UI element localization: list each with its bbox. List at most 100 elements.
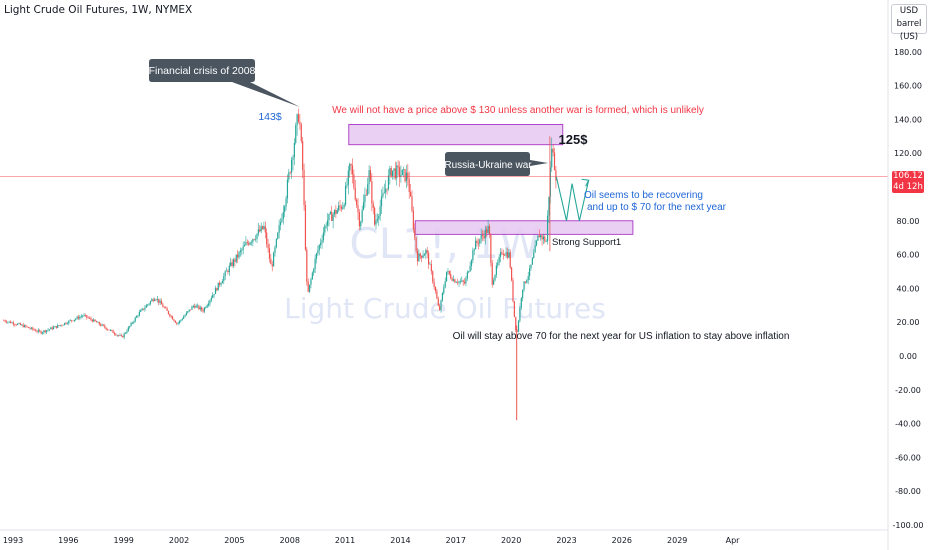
war-label: Russia-Ukraine war: [444, 160, 532, 171]
candle-body: [68, 320, 70, 324]
candle-body: [396, 165, 398, 179]
candle-body: [98, 321, 100, 325]
candle-body: [524, 281, 527, 283]
candle-body: [415, 237, 417, 251]
candle-body: [273, 252, 275, 267]
candle-body: [439, 305, 441, 310]
candle-body: [387, 175, 390, 190]
candle-body: [44, 330, 46, 333]
candle-body: [105, 327, 107, 330]
candle-body: [59, 325, 62, 326]
candle-body: [19, 323, 21, 325]
candle-body: [55, 326, 57, 328]
candle-body: [454, 279, 456, 283]
candle-body: [484, 229, 486, 239]
candle-body: [429, 264, 431, 265]
candle-body: [427, 252, 430, 265]
candle-body: [279, 221, 282, 226]
price-axis[interactable]: 180.00160.00140.00120.00100.0080.0060.00…: [893, 48, 924, 530]
candle-body: [531, 258, 533, 265]
candle-body: [541, 235, 543, 240]
candle-body: [473, 249, 475, 251]
candle-body: [546, 215, 549, 242]
crisis-callout[interactable]: Financial crisis of 2008: [149, 59, 300, 107]
candle-body: [374, 207, 376, 225]
candle-body: [194, 305, 196, 308]
candle-body: [533, 252, 535, 259]
bar-countdown: 4d 12h: [893, 182, 923, 192]
candle-body: [293, 142, 295, 158]
candle-body: [463, 281, 466, 284]
level-125-label: 125$: [559, 132, 589, 147]
candle-body: [184, 315, 186, 317]
candle-body: [529, 268, 531, 277]
candle-body: [285, 198, 287, 207]
candle-body: [365, 194, 367, 196]
candle-body: [509, 252, 511, 268]
candle-body: [421, 255, 423, 258]
candle-body: [52, 327, 55, 330]
candle-body: [118, 335, 120, 336]
candle-body: [15, 324, 17, 326]
candle-body: [214, 288, 217, 295]
candle-body: [304, 205, 307, 250]
x-tick-label: 2005: [224, 536, 244, 545]
candle-body: [14, 324, 16, 326]
candle-body: [357, 205, 359, 213]
candle-body: [271, 264, 273, 267]
recovery-line-2: and up to $ 70 for the next year: [587, 202, 727, 213]
candle-body: [112, 330, 114, 334]
candle-body: [136, 316, 138, 318]
candle-body: [555, 170, 557, 181]
candle-body: [347, 170, 349, 185]
candle-body: [451, 278, 453, 281]
last-price-tag: 106.12 4d 12h: [892, 171, 924, 193]
candle-body: [225, 270, 228, 272]
candle-body: [288, 172, 290, 180]
candle-body: [26, 326, 28, 328]
time-axis[interactable]: 1993 1996 1999 2002 2005 2008 2011 2014 2017 2020…: [3, 536, 740, 545]
unit-selector[interactable]: USD barrel (US): [891, 4, 927, 42]
last-price: 106.12: [893, 171, 923, 181]
candle-body: [376, 219, 378, 221]
candle-body: [534, 245, 536, 253]
candle-body: [519, 307, 521, 321]
candle-body: [252, 239, 254, 242]
candle-body: [501, 252, 503, 254]
candle-body: [495, 265, 497, 275]
candle-body: [263, 226, 265, 229]
candle-body: [527, 276, 529, 280]
candle-body: [84, 315, 87, 316]
candle-body: [196, 305, 199, 307]
candle-body: [48, 329, 51, 330]
candle-body: [154, 299, 156, 301]
candle-body: [227, 270, 229, 273]
candle-body: [353, 174, 355, 188]
candle-body: [416, 250, 419, 262]
war-callout[interactable]: Russia-Ukraine war: [444, 152, 548, 176]
candle-body: [65, 322, 67, 324]
candle-body: [10, 321, 12, 324]
candle-body: [144, 307, 146, 310]
candle-body: [148, 303, 150, 305]
candle-body: [234, 259, 236, 262]
candle-body: [72, 320, 74, 322]
candle-body: [221, 281, 224, 284]
recovery-line-1: Oil seems to be recovering: [584, 190, 703, 201]
candle-body: [445, 271, 448, 282]
y-tick-label: 60.00: [897, 251, 920, 260]
candle-body: [51, 327, 53, 330]
candle-body: [205, 307, 207, 309]
crisis-label: Financial crisis of 2008: [149, 65, 256, 77]
x-tick-label: 2020: [501, 536, 521, 545]
candle-body: [306, 249, 308, 282]
candle-body: [108, 329, 110, 331]
candle-body: [535, 240, 538, 246]
candle-body: [238, 252, 240, 258]
candle-body: [66, 323, 69, 325]
candle-body: [62, 324, 64, 326]
candle-body: [297, 114, 300, 122]
overlays: [0, 136, 888, 421]
candle-body: [380, 196, 383, 207]
